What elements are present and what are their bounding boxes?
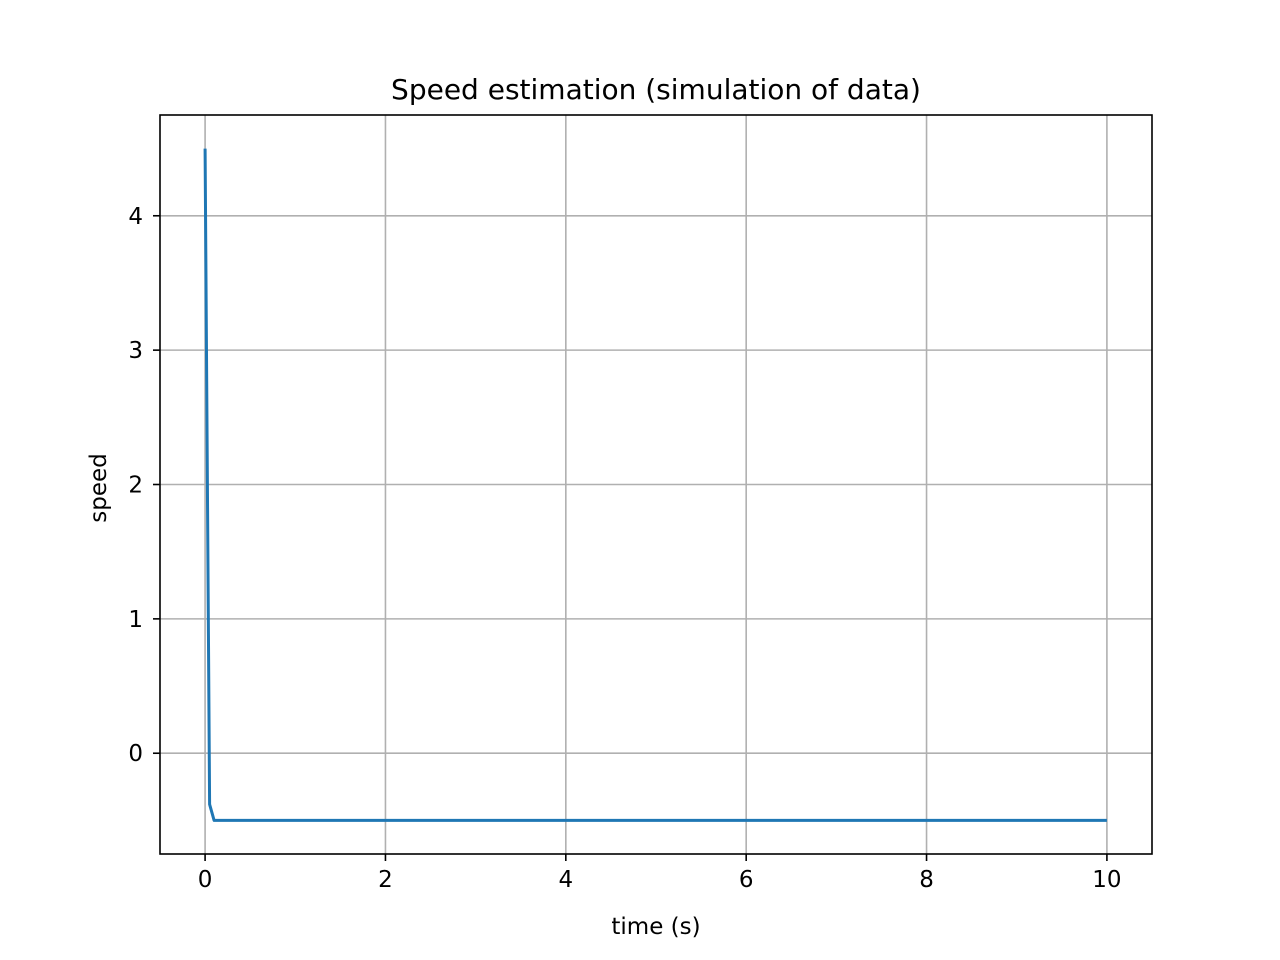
y-tick-label: 2 [128,473,143,499]
chart-title: Speed estimation (simulation of data) [391,73,921,106]
x-tick-label: 10 [1092,867,1121,893]
x-tick-label: 4 [558,867,573,893]
x-tick-label: 0 [198,867,213,893]
x-axis-label: time (s) [611,914,700,940]
series-line [203,148,1107,822]
y-tick-label: 0 [128,741,143,767]
x-tick-label: 8 [919,867,934,893]
ticks: 0 2 4 6 8 10 0 1 2 3 4 [128,204,1121,893]
series-layer [203,148,1107,822]
y-axis-label: speed [86,453,112,522]
y-tick-label: 1 [128,607,143,633]
x-tick-label: 6 [739,867,754,893]
y-tick-label: 4 [128,204,143,230]
grid [160,115,1152,854]
y-tick-label: 3 [128,338,143,364]
x-tick-label: 2 [378,867,393,893]
